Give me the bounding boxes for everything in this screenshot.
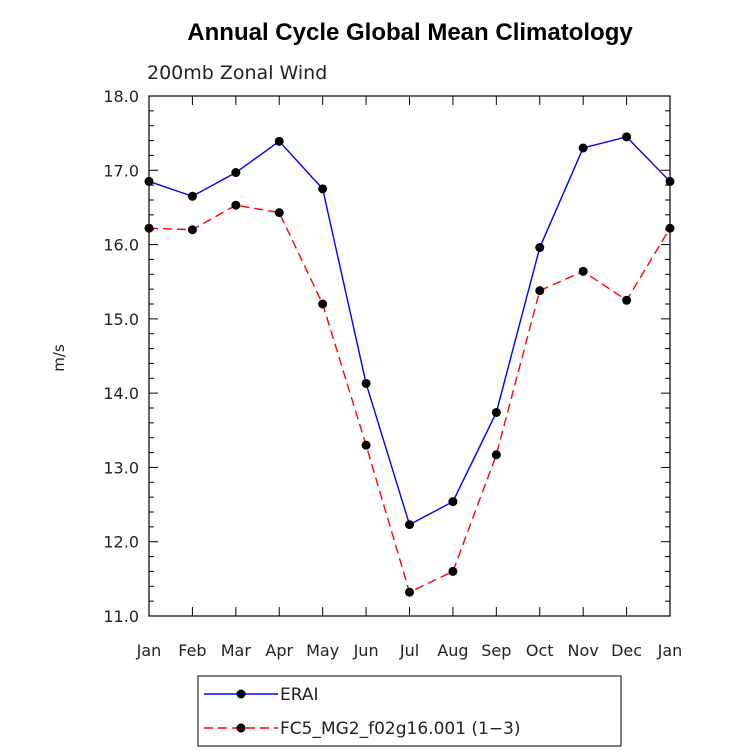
y-tick-label: 14.0 (103, 384, 139, 403)
y-tick-label: 17.0 (103, 161, 139, 180)
data-point (144, 223, 154, 233)
x-tick-label: May (306, 641, 339, 660)
y-tick-label: 12.0 (103, 533, 139, 552)
data-point (231, 200, 241, 210)
series-line-1 (148, 204, 671, 594)
data-point (144, 176, 154, 186)
data-point (578, 266, 588, 276)
legend-marker-fc5 (236, 723, 246, 733)
y-axis-label: m/s (50, 344, 68, 372)
legend: ERAI FC5_MG2_f02g16.001 (1−3) (197, 675, 622, 747)
x-tick-label: Mar (221, 641, 252, 660)
x-tick-label: Oct (526, 641, 554, 660)
plot-frame (148, 95, 671, 617)
series-line-0 (148, 136, 671, 526)
legend-marker-erai (236, 689, 246, 699)
data-point (274, 208, 284, 218)
y-tick-labels: 11.0 12.0 13.0 14.0 15.0 16.0 17.0 18.0 (103, 87, 139, 626)
data-point (318, 184, 328, 194)
x-tick-label: Jan (136, 641, 162, 660)
legend-label-fc5: FC5_MG2_f02g16.001 (1−3) (280, 719, 521, 739)
x-tick-label: Jun (353, 641, 379, 660)
x-tick-label: Sep (481, 641, 511, 660)
data-point (448, 566, 458, 576)
data-point (318, 299, 328, 309)
data-point (405, 520, 414, 530)
data-point (187, 191, 197, 201)
y-tick-label: 16.0 (103, 236, 139, 255)
x-tick-label: Nov (568, 641, 599, 660)
legend-label-erai: ERAI (280, 685, 319, 705)
y-tick-label: 13.0 (103, 458, 139, 477)
axis-ticks (148, 95, 671, 617)
x-tick-label: Jul (399, 641, 419, 660)
data-point (578, 143, 588, 153)
x-tick-labels: Jan Feb Mar Apr May Jun Jul Aug Sep Oct Nov Dec Jan (136, 641, 683, 660)
data-point (187, 225, 197, 235)
chart-title: Annual Cycle Global Mean Climatology (187, 19, 633, 46)
data-point (665, 176, 675, 186)
x-tick-label: Aug (437, 641, 468, 660)
y-tick-label: 11.0 (103, 607, 139, 626)
data-point (491, 407, 501, 417)
data-point (491, 450, 501, 460)
y-tick-label: 18.0 (103, 87, 139, 106)
y-tick-label: 15.0 (103, 310, 139, 329)
x-tick-label: Dec (611, 641, 642, 660)
series-points (144, 132, 675, 597)
legend-box (197, 675, 622, 747)
data-point (535, 286, 545, 296)
data-point (535, 243, 545, 253)
data-point (448, 497, 458, 507)
data-point (622, 295, 632, 305)
data-point (361, 440, 371, 450)
data-point (361, 378, 371, 388)
data-point (665, 223, 675, 233)
chart-subtitle: 200mb Zonal Wind (147, 62, 327, 84)
x-tick-label: Feb (178, 641, 206, 660)
data-point (231, 168, 241, 178)
data-point (622, 132, 632, 142)
x-tick-label: Jan (657, 641, 683, 660)
data-point (274, 136, 284, 146)
data-point (405, 587, 414, 597)
x-tick-label: Apr (265, 641, 293, 660)
